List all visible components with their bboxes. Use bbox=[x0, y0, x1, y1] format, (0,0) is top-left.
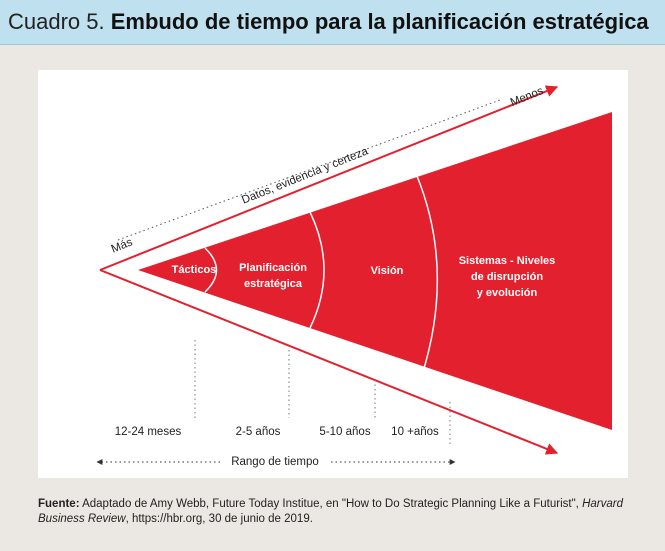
axis-label: Datos, evidencia y certeza bbox=[240, 145, 370, 206]
axis-end: Menos bbox=[509, 85, 546, 109]
dotted-axis bbox=[117, 99, 501, 241]
header-label: Cuadro 5. bbox=[8, 9, 105, 34]
segment-label: Tácticos bbox=[172, 264, 217, 276]
funnel bbox=[138, 112, 612, 430]
divider bbox=[416, 175, 439, 376]
segment-label: Visión bbox=[371, 265, 404, 277]
bottom-edge bbox=[99, 269, 559, 455]
segment-label: Sistemas - Niveles bbox=[459, 255, 556, 267]
divider bbox=[309, 211, 325, 329]
divider bbox=[204, 247, 218, 293]
source-italic: Harvard Business Review bbox=[38, 498, 623, 525]
segment-label: estratégica bbox=[244, 278, 303, 290]
segment-label: y evolución bbox=[477, 287, 538, 299]
axis-start: Más bbox=[110, 236, 135, 255]
time-label: 2-5 años bbox=[236, 426, 281, 438]
time-label: 5-10 años bbox=[319, 426, 370, 438]
source: Fuente: Adaptado de Amy Webb, Future Tod… bbox=[38, 497, 628, 527]
segment-label: de disrupción bbox=[471, 271, 543, 283]
time-label: 12-24 meses bbox=[115, 426, 182, 438]
segment-label: Planificación bbox=[239, 262, 307, 274]
source-label: Fuente: bbox=[38, 498, 80, 510]
range-label: Rango de tiempo bbox=[231, 456, 319, 468]
source-text: Adaptado de Amy Webb, Future Today Insti… bbox=[82, 498, 579, 510]
header: Cuadro 5. Embudo de tiempo para la plani… bbox=[0, 0, 665, 45]
source-text-end: , https://hbr.org, 30 de junio de 2019. bbox=[125, 513, 313, 525]
time-label: 10 +años bbox=[391, 426, 439, 438]
label-bg bbox=[222, 453, 328, 471]
header-title: Embudo de tiempo para la planificación e… bbox=[110, 9, 649, 34]
top-edge bbox=[99, 85, 559, 271]
